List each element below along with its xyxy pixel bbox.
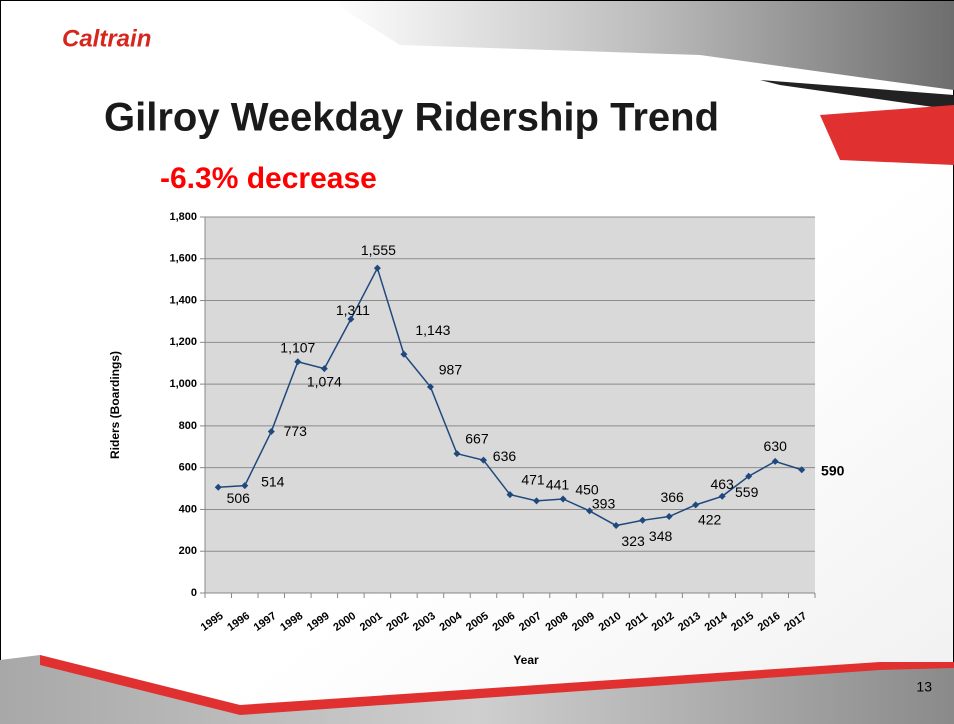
marker [426, 383, 434, 391]
data-label: 506 [227, 490, 251, 506]
data-label: 773 [284, 423, 308, 439]
marker [320, 365, 328, 373]
marker [214, 483, 222, 491]
marker [533, 497, 541, 505]
marker [612, 522, 620, 530]
marker [745, 472, 753, 480]
marker [692, 501, 700, 509]
data-label: 422 [698, 512, 722, 528]
data-label: 323 [621, 533, 645, 549]
data-label: 559 [735, 484, 759, 500]
data-label: 630 [764, 438, 788, 454]
data-label: 463 [710, 476, 734, 492]
y-tick-label: 200 [179, 545, 197, 557]
marker [479, 456, 487, 464]
slide-title: Gilroy Weekday Ridership Trend [104, 96, 719, 140]
data-label: 1,555 [361, 242, 396, 258]
bottom-decoration [0, 655, 954, 724]
marker [400, 350, 408, 358]
data-label: 450 [575, 482, 599, 498]
data-label: 441 [546, 477, 570, 493]
data-label: 393 [592, 496, 616, 512]
y-tick-label: 600 [179, 462, 197, 474]
marker [586, 507, 594, 515]
y-tick-label: 1,600 [169, 253, 197, 265]
x-axis-title: Year [513, 653, 539, 667]
marker [241, 482, 249, 490]
data-label: 1,074 [307, 373, 342, 389]
y-tick-label: 800 [179, 420, 197, 432]
data-label: 348 [649, 528, 673, 544]
data-label: 1,143 [415, 322, 450, 338]
plot-area [205, 217, 815, 593]
data-label: 987 [439, 362, 463, 378]
red-bar [820, 105, 954, 165]
subtitle: -6.3% decrease [160, 162, 377, 195]
marker [267, 428, 275, 436]
marker [771, 457, 779, 465]
data-label: 667 [465, 430, 489, 446]
y-tick-label: 0 [191, 587, 197, 599]
data-label: 636 [493, 448, 517, 464]
marker [665, 513, 673, 521]
data-label: 366 [660, 489, 684, 505]
marker [453, 450, 461, 458]
plot: 02004006008001,0001,2001,4001,6001,80019… [169, 211, 844, 634]
marker [718, 492, 726, 500]
y-tick-label: 1,800 [169, 211, 197, 223]
y-tick-label: 1,000 [169, 378, 197, 390]
y-tick-label: 1,400 [169, 294, 197, 306]
marker [506, 491, 514, 499]
top-stripe [760, 80, 954, 110]
data-label: 1,311 [336, 302, 370, 318]
marker [347, 315, 355, 323]
marker [559, 495, 567, 503]
y-tick-label: 400 [179, 503, 197, 515]
data-label: 514 [261, 473, 285, 489]
marker [294, 358, 302, 366]
page-number: 13 [916, 679, 932, 695]
top-decoration [330, 1, 954, 90]
marker [373, 264, 381, 272]
y-axis-title: Riders (Boardings) [108, 351, 122, 459]
y-tick-label: 1,200 [169, 336, 197, 348]
logo: Caltrain [62, 25, 151, 52]
data-label: 471 [521, 471, 545, 487]
data-label: 1,107 [280, 339, 315, 355]
marker [639, 516, 647, 524]
marker [798, 466, 806, 474]
data-label: 590 [821, 462, 845, 478]
